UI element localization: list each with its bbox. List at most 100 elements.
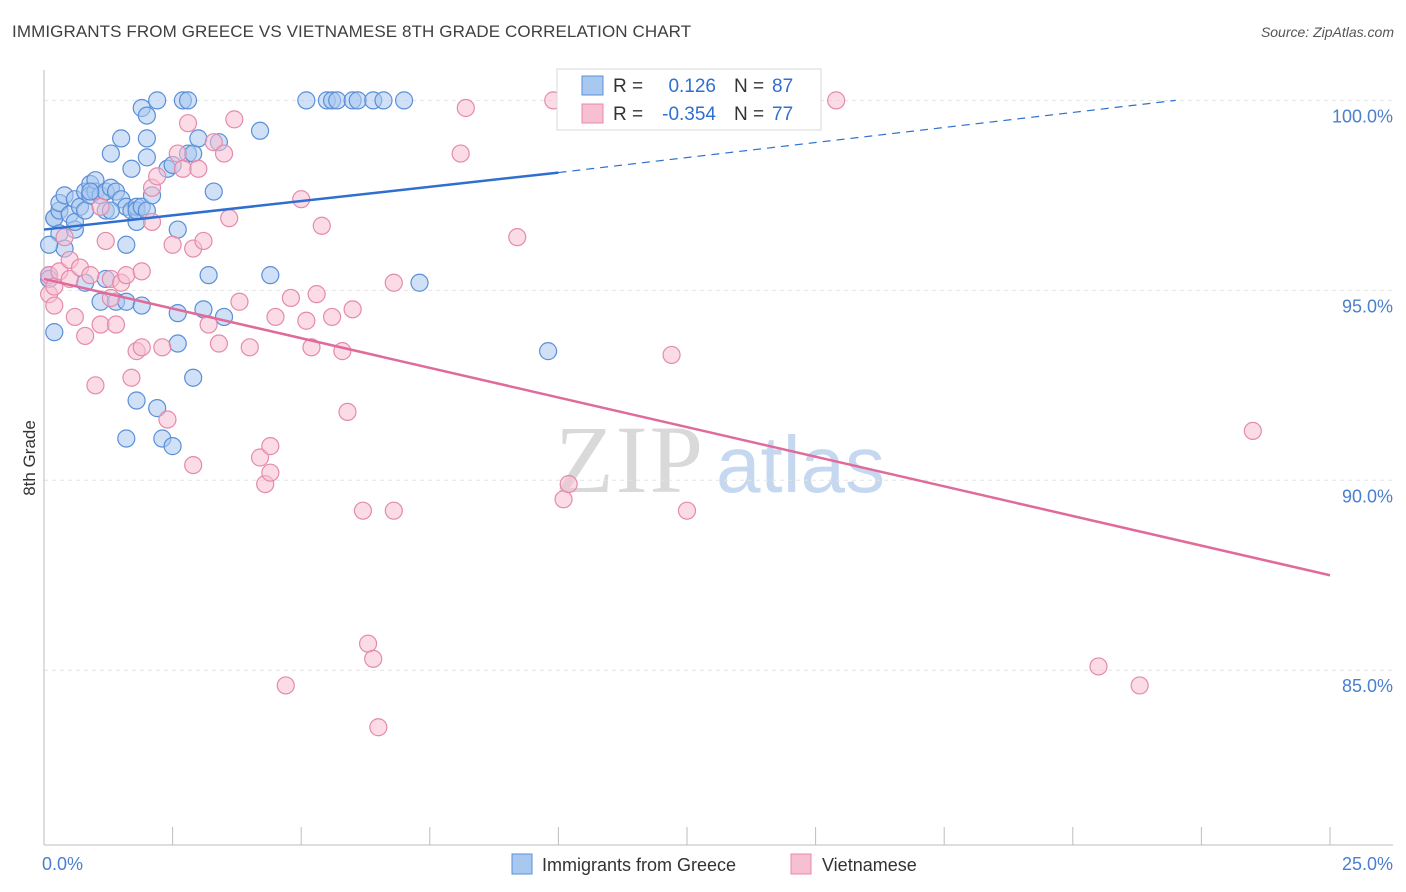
data-point-vietnamese (662, 345, 681, 365)
data-point-greece (410, 273, 429, 292)
data-point-vietnamese (677, 501, 697, 520)
data-point-vietnamese (148, 167, 167, 186)
bottom-legend: Immigrants from Greece Vietnamese (511, 853, 917, 875)
trend-lines (43, 99, 1331, 577)
watermark-zip: ZIP (555, 406, 705, 513)
data-point-vietnamese (225, 110, 244, 129)
data-point-vietnamese (76, 326, 95, 346)
data-point-greece (117, 429, 136, 448)
data-point-vietnamese (81, 266, 100, 285)
data-point-vietnamese (178, 114, 198, 133)
stats-legend-swatch-vietnamese (581, 103, 604, 124)
data-point-vietnamese (106, 315, 126, 334)
data-point-vietnamese (343, 300, 362, 319)
data-point-greece (184, 144, 203, 163)
data-point-vietnamese (827, 91, 846, 110)
grid-lines (44, 99, 1393, 671)
legend-label-vietnamese[interactable]: Vietnamese (822, 855, 917, 875)
source-label: Source: ZipAtlas.com (1260, 24, 1394, 40)
watermark-atlas: atlas (716, 420, 885, 509)
data-point-greece (127, 391, 146, 410)
data-point-vietnamese (302, 338, 321, 357)
data-point-greece (76, 201, 95, 220)
data-point-vietnamese (55, 228, 74, 247)
data-point-vietnamese (132, 262, 151, 281)
series-vietnamese-points (40, 91, 1262, 737)
data-point-greece (81, 182, 100, 201)
watermark: ZIP atlas (555, 406, 885, 513)
stats-legend-n-value-vietnamese: 77 (772, 104, 793, 125)
data-point-vietnamese (1243, 421, 1262, 441)
data-point-greece (101, 144, 120, 163)
stats-legend-n-value-greece: 87 (772, 76, 793, 97)
data-point-greece (184, 368, 203, 387)
data-point-greece (137, 148, 156, 167)
data-point-greece (40, 235, 59, 254)
data-point-vietnamese (173, 159, 192, 178)
x-tick-label-max: 25.0% (1342, 854, 1393, 874)
data-point-greece (163, 437, 182, 456)
data-point-vietnamese (122, 368, 141, 387)
data-point-vietnamese (189, 159, 208, 178)
data-point-vietnamese (91, 197, 110, 216)
data-point-vietnamese (559, 474, 578, 494)
legend-label-greece[interactable]: Immigrants from Greece (542, 855, 736, 875)
data-point-greece (168, 220, 187, 239)
data-point-vietnamese (369, 718, 388, 737)
data-point-greece (189, 129, 208, 148)
data-point-greece (199, 266, 218, 285)
y-tick-label: 95.0% (1342, 296, 1393, 316)
data-point-vietnamese (1130, 676, 1149, 695)
legend-swatch-vietnamese[interactable] (790, 853, 812, 875)
data-point-vietnamese (1089, 657, 1108, 676)
data-point-vietnamese (261, 437, 280, 456)
data-point-greece (137, 129, 156, 148)
data-point-greece (250, 121, 270, 140)
data-point-vietnamese (384, 501, 403, 520)
data-point-vietnamese (45, 296, 64, 315)
data-point-vietnamese (338, 402, 357, 422)
data-point-greece (45, 323, 64, 342)
data-point-vietnamese (307, 285, 326, 304)
data-point-vietnamese (214, 144, 234, 163)
data-point-greece (112, 129, 131, 148)
stats-legend-r-label-greece: R = (613, 76, 643, 97)
data-point-vietnamese (451, 144, 470, 163)
data-point-greece (261, 266, 280, 285)
data-point-greece (168, 334, 187, 353)
data-point-greece (122, 159, 141, 178)
data-point-vietnamese (276, 676, 295, 695)
data-point-vietnamese (86, 376, 105, 395)
stats-legend-r-value-vietnamese: -0.354 (662, 104, 716, 125)
data-point-vietnamese (250, 448, 270, 467)
axes (43, 70, 1393, 846)
data-point-vietnamese (297, 311, 316, 330)
data-point-vietnamese (65, 307, 84, 327)
data-point-vietnamese (209, 334, 228, 353)
stats-legend: R = 0.126 N = 87 R = -0.354 N = 77 (556, 68, 822, 131)
data-point-vietnamese (508, 228, 527, 247)
data-point-vietnamese (456, 98, 475, 118)
data-point-greece (148, 399, 167, 418)
stats-legend-n-label-vietnamese: N = (734, 104, 764, 125)
data-point-vietnamese (322, 307, 342, 327)
trend-line-greece-extension (558, 99, 1176, 174)
stats-legend-swatch-greece (581, 75, 604, 96)
y-axis-title: 8th Grade (20, 420, 39, 496)
data-point-vietnamese (117, 266, 136, 285)
data-point-vietnamese (158, 410, 177, 429)
legend-swatch-greece[interactable] (511, 853, 533, 875)
data-point-greece (204, 182, 223, 201)
data-point-vietnamese (261, 463, 280, 482)
trend-line-vietnamese (43, 277, 1331, 577)
y-tick-label: 100.0% (1332, 106, 1393, 126)
data-point-vietnamese (230, 292, 249, 311)
data-point-greece (297, 91, 316, 110)
chart-title: IMMIGRANTS FROM GREECE VS VIETNAMESE 8TH… (12, 22, 692, 41)
data-point-greece (374, 91, 393, 110)
data-point-vietnamese (364, 649, 383, 668)
data-point-vietnamese (353, 501, 373, 520)
data-point-vietnamese (204, 133, 223, 152)
trend-line-greece (43, 171, 559, 231)
